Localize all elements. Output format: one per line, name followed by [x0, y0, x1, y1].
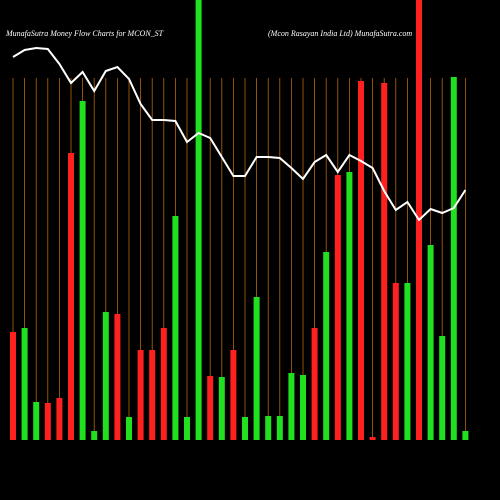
bar	[79, 101, 86, 440]
bar	[114, 314, 121, 440]
bar	[195, 0, 202, 440]
bar	[91, 431, 98, 440]
bar	[44, 403, 51, 440]
bar	[149, 350, 156, 440]
bar	[68, 153, 74, 440]
bar	[450, 77, 457, 440]
chart-title: MunafaSutra Money Flow Charts for MCON_S…	[5, 29, 164, 38]
bar	[137, 350, 144, 440]
bar	[242, 417, 248, 440]
bar	[392, 283, 399, 440]
bar	[427, 245, 434, 440]
bar	[56, 398, 63, 440]
bar	[276, 416, 283, 440]
bar	[160, 328, 167, 440]
bar	[288, 373, 295, 440]
bar	[346, 172, 353, 440]
money-flow-line	[12, 46, 467, 222]
bar	[172, 216, 179, 440]
bar	[369, 437, 376, 440]
bar	[126, 417, 132, 440]
bar	[230, 350, 237, 440]
bar	[33, 402, 40, 440]
bar	[10, 332, 16, 440]
bar	[300, 375, 306, 440]
bar	[102, 312, 109, 440]
bar	[323, 252, 330, 440]
bar	[358, 81, 364, 440]
chart-subtitle: (Mcon Rasayan India Ltd) MunafaSutra.com	[268, 29, 412, 38]
bar	[439, 336, 446, 440]
bar	[381, 83, 388, 440]
bar	[265, 416, 272, 440]
bar	[334, 175, 341, 440]
bar	[311, 328, 318, 440]
bar	[21, 328, 28, 440]
bar	[207, 376, 214, 440]
bar	[462, 431, 469, 440]
bar	[184, 417, 190, 440]
bar	[404, 283, 411, 440]
bar	[218, 377, 225, 440]
bar	[253, 297, 260, 440]
